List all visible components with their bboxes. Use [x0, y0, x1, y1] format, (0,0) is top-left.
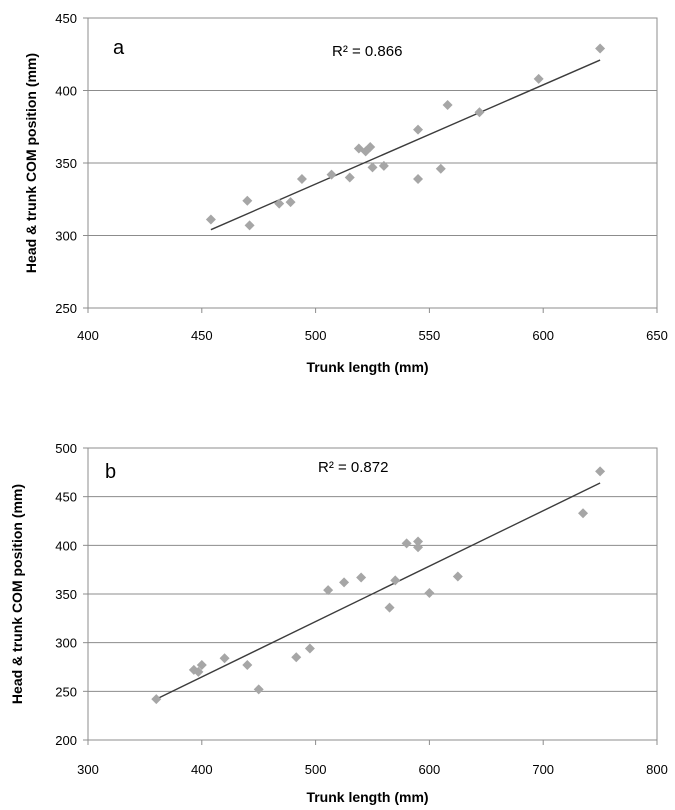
x-tick-label: 400 [77, 328, 99, 343]
x-tick-label: 450 [191, 328, 213, 343]
x-tick-label: 600 [532, 328, 554, 343]
y-tick-label: 450 [55, 490, 77, 505]
x-tick-label: 500 [305, 328, 327, 343]
y-tick-label: 250 [55, 684, 77, 699]
y-tick-label: 400 [55, 84, 77, 99]
y-tick-label: 300 [55, 229, 77, 244]
y-axis-title: Head & trunk COM position (mm) [23, 53, 39, 273]
y-tick-label: 500 [55, 441, 77, 456]
y-tick-label: 200 [55, 733, 77, 748]
r-squared-annotation: R² = 0.866 [332, 43, 402, 60]
y-tick-label: 300 [55, 636, 77, 651]
y-tick-label: 400 [55, 538, 77, 553]
panel-label: a [113, 37, 125, 59]
x-tick-label: 800 [646, 762, 668, 777]
x-axis-title: Trunk length (mm) [306, 789, 428, 805]
r-squared-annotation: R² = 0.872 [318, 459, 388, 476]
panel-label: b [105, 461, 116, 483]
y-tick-label: 350 [55, 587, 77, 602]
chart-panel-a: 250 300 350 400 450 400 450 500 550 600 650 a R² = 0… [23, 11, 668, 375]
x-tick-label: 700 [532, 762, 554, 777]
x-tick-label: 650 [646, 328, 668, 343]
x-tick-label: 500 [305, 762, 327, 777]
x-tick-label: 600 [419, 762, 441, 777]
x-tick-label: 550 [419, 328, 441, 343]
x-tick-label: 300 [77, 762, 99, 777]
y-tick-label: 250 [55, 301, 77, 316]
y-axis-title: Head & trunk COM position (mm) [9, 484, 25, 704]
y-tick-label: 350 [55, 156, 77, 171]
x-axis-title: Trunk length (mm) [306, 359, 428, 375]
y-tick-label: 450 [55, 11, 77, 26]
chart-panel-b: 200 250 300 350 400 450 500 300 400 500 600 700 800 b… [9, 441, 668, 805]
x-tick-label: 400 [191, 762, 213, 777]
